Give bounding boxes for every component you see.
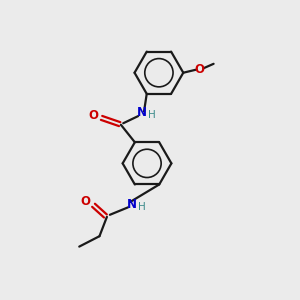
Text: O: O bbox=[195, 63, 205, 76]
Text: O: O bbox=[80, 195, 91, 208]
Text: H: H bbox=[138, 202, 146, 212]
Text: N: N bbox=[137, 106, 147, 119]
Text: H: H bbox=[148, 110, 156, 120]
Text: O: O bbox=[88, 109, 98, 122]
Text: N: N bbox=[127, 198, 136, 211]
